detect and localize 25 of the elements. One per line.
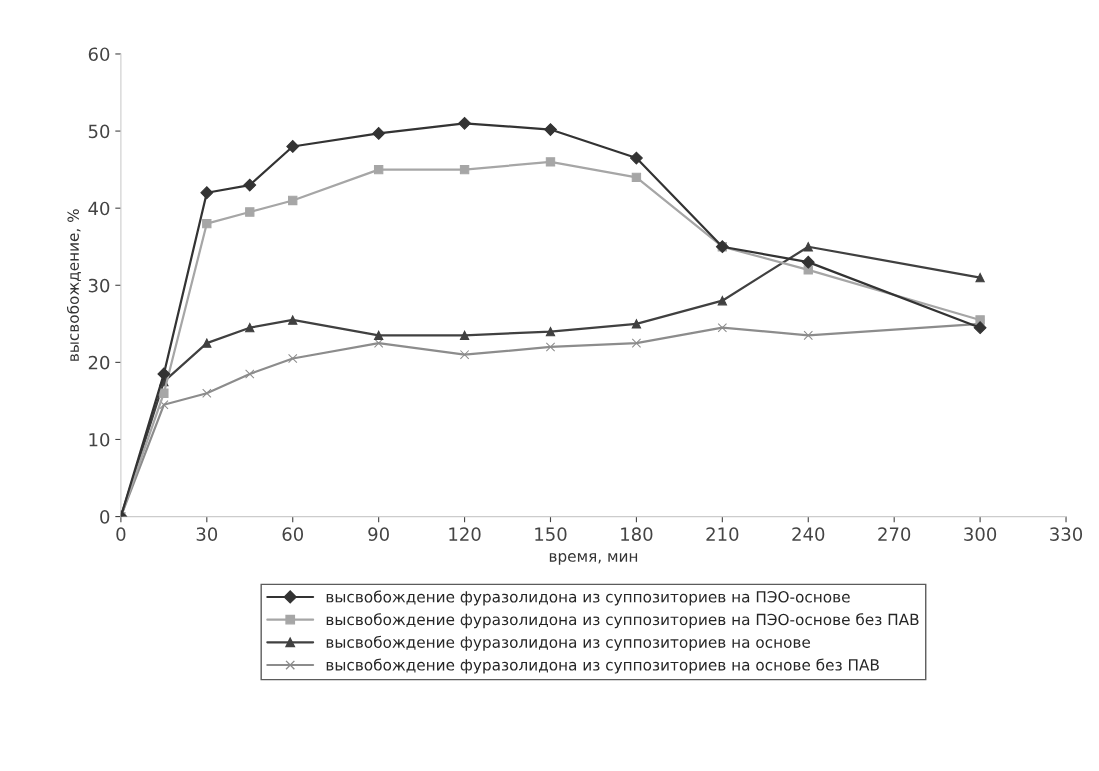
x-tick-label: 330	[1050, 527, 1083, 541]
x-tick-label: 120	[449, 527, 481, 541]
y-tick-label: 50	[88, 124, 110, 139]
x-axis-title: время, мин	[549, 553, 638, 565]
x-tick-label: 210	[706, 527, 739, 541]
x-tick-label: 300	[964, 527, 997, 541]
y-tick-label: 20	[88, 355, 110, 370]
legend-label: высвобождение фуразолидона из суппозиториев на основе без ПАВ	[326, 658, 879, 674]
x-tick-label: 150	[535, 527, 567, 541]
y-tick-label: 40	[88, 201, 110, 216]
y-axis-title: высвобождение, %	[66, 209, 81, 361]
legend-label: высвобождение фуразолидона из суппозиториев на ПЭО-основе	[326, 590, 850, 606]
legend-label: высвобождение фуразолидона из суппозиториев на ПЭО-основе без ПАВ	[326, 613, 919, 629]
x-tick-label: 240	[792, 527, 825, 541]
x-tick-label: 0	[116, 527, 126, 541]
y-tick-label: 10	[89, 432, 110, 447]
y-tick-label: 30	[88, 278, 110, 293]
x-tick-label: 90	[368, 527, 389, 541]
y-tick-label: 60	[88, 47, 110, 62]
x-tick-label: 30	[196, 527, 218, 541]
legend-label: высвобождение фуразолидона из суппозиториев на основе	[326, 635, 811, 651]
x-tick-label: 60	[282, 527, 304, 541]
x-tick-label: 270	[878, 527, 911, 541]
y-tick-label: 0	[100, 510, 110, 524]
x-tick-label: 180	[621, 527, 653, 541]
